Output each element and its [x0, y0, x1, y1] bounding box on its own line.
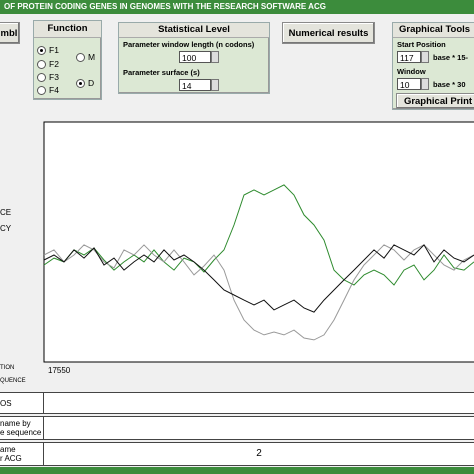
row-value: 2 — [256, 448, 262, 459]
radio[interactable]: F4 — [37, 85, 59, 95]
radio[interactable]: F3 — [37, 72, 59, 82]
title-bar: OF PROTEIN CODING GENES IN GENOMES WITH … — [0, 0, 474, 14]
panel-title: Graphical Tools — [393, 23, 474, 38]
position-label: 17550 — [48, 366, 71, 375]
label-line: r ACG — [0, 454, 22, 463]
trace — [43, 184, 474, 286]
title: OF PROTEIN CODING GENES IN GENOMES WITH … — [4, 2, 326, 11]
plot-area — [43, 121, 474, 363]
label-line: name by — [0, 419, 31, 428]
table-row: name by e sequence — [0, 416, 474, 440]
table-row: ame r ACG 2 — [0, 442, 474, 466]
footer-bar — [0, 467, 474, 474]
trace — [43, 244, 474, 313]
side-label: CE — [0, 208, 12, 217]
field-label: Parameter window length (n codons) — [123, 40, 255, 49]
label-line: e sequence — [0, 428, 42, 437]
spinner[interactable] — [211, 51, 219, 63]
radio[interactable]: F2 — [37, 59, 59, 69]
side-label: TION — [0, 365, 15, 371]
unit-label: base * 15- — [433, 53, 469, 62]
row-label: ame r ACG — [0, 443, 44, 465]
text-input[interactable]: 10 — [397, 78, 421, 90]
panel-title: Function — [34, 21, 101, 38]
side-label: QUENCE — [0, 378, 26, 384]
radio[interactable]: D — [76, 78, 94, 88]
row-label: OS — [0, 393, 44, 413]
spinner[interactable] — [421, 78, 429, 90]
field-label: Parameter surface (s) — [123, 68, 200, 77]
row-label: name by e sequence — [0, 417, 44, 439]
function-panel: Function F1 F2 F3 F4 M D — [33, 20, 102, 100]
field-label: Start Position — [397, 40, 446, 49]
button[interactable]: Numerical results — [282, 22, 375, 44]
spinner[interactable] — [211, 79, 219, 91]
text-input[interactable]: 100 — [179, 51, 211, 63]
spinner[interactable] — [421, 51, 429, 63]
table-row: OS — [0, 392, 474, 414]
label-line: OS — [0, 398, 12, 408]
radio-label: F3 — [49, 72, 59, 82]
radio[interactable]: F1 — [37, 45, 59, 55]
statistical-panel: Statistical Level Parameter window lengt… — [118, 22, 270, 94]
panel-title: Statistical Level — [119, 23, 269, 38]
side-label: CY — [0, 224, 12, 233]
trace — [43, 244, 474, 341]
radio-label: F2 — [49, 59, 59, 69]
radio[interactable]: M — [76, 52, 95, 62]
label-line: ame — [0, 445, 16, 454]
text-input[interactable]: 14 — [179, 79, 211, 91]
radio-label: F1 — [49, 45, 59, 55]
unit-label: base * 30 — [433, 80, 466, 89]
radio-label: D — [88, 78, 95, 88]
field-label: Window — [397, 67, 426, 76]
text-input[interactable]: 117 — [397, 51, 421, 63]
button[interactable]: mbl — [0, 22, 20, 44]
radio-label: M — [88, 52, 96, 62]
button[interactable]: Graphical Print — [396, 93, 474, 109]
radio-label: F4 — [49, 85, 59, 95]
